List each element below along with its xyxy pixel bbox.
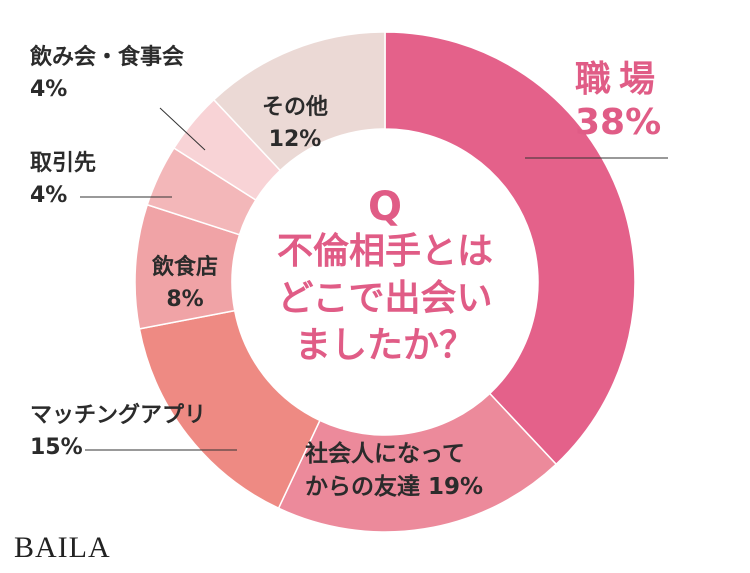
value-label: 12%	[268, 126, 322, 152]
question-mark: Q	[367, 184, 402, 230]
category-label: 職場	[575, 59, 664, 100]
category-label: 飲み会・食事会	[30, 45, 185, 70]
segment-label: 社会人になってからの友達 19%	[305, 438, 487, 505]
leader-line	[159, 107, 206, 151]
donut-segment	[384, 31, 636, 466]
value-label: 38%	[575, 102, 662, 144]
segment-label: 取引先 4%	[30, 148, 150, 212]
donut-segment	[212, 31, 386, 172]
segment-label: その他 12%	[250, 92, 340, 156]
segment-label: マッチングアプリ 15%	[30, 400, 270, 464]
brand-logo: BAILA	[14, 531, 111, 564]
category-label: 社会人になってからの友達	[305, 441, 465, 501]
category-label: 取引先	[30, 151, 97, 176]
segment-label: 飲み会・食事会 4%	[30, 42, 230, 106]
leader-lines	[80, 107, 668, 451]
question: Q 不倫相手とはどこで出会いましたか？	[265, 185, 505, 369]
donut-segment	[277, 392, 558, 533]
segment-label: 職場 38%	[575, 58, 695, 144]
value-label: 15%	[30, 434, 83, 460]
segment-label: 飲食店 8%	[140, 252, 230, 316]
value-label: 8%	[166, 286, 204, 312]
category-label: その他	[261, 95, 328, 120]
value-label: 19%	[428, 474, 484, 501]
value-label: 4%	[30, 76, 68, 102]
chart-title: 不倫相手とはどこで出会いましたか？	[276, 231, 493, 366]
category-label: マッチングアプリ	[30, 403, 207, 428]
category-label: 飲食店	[151, 255, 218, 280]
value-label: 4%	[30, 182, 68, 208]
